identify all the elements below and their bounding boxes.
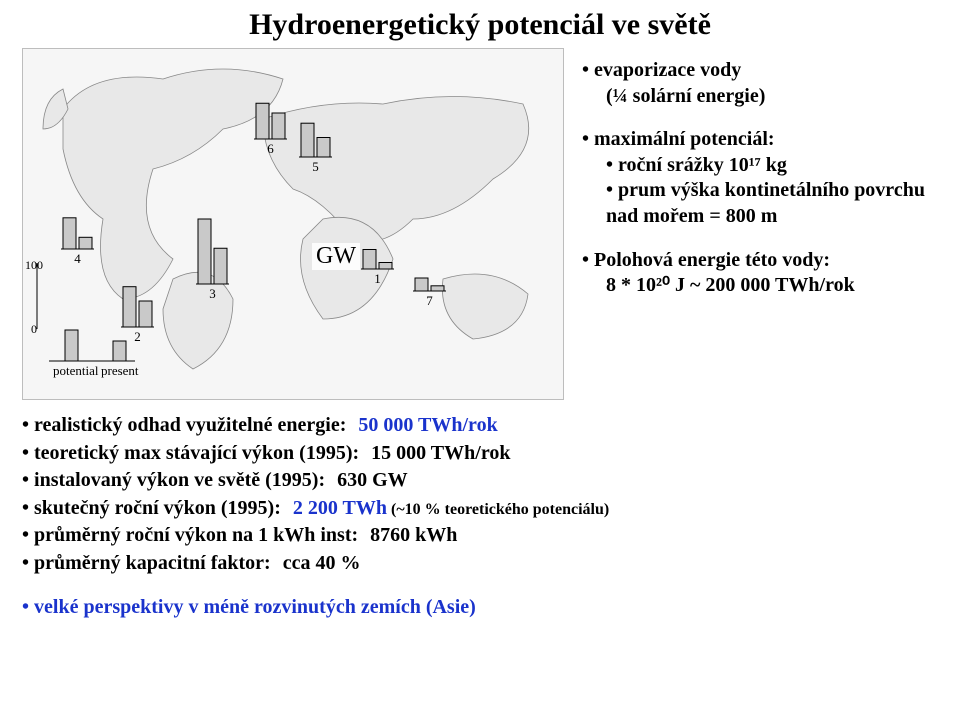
- svg-text:4: 4: [74, 251, 81, 266]
- svg-text:1: 1: [374, 271, 381, 286]
- svg-text:2: 2: [134, 329, 141, 344]
- yaxis-bot: 0: [31, 322, 37, 336]
- map-svg: 1 2 3 4 5 6 7 100 0 potential present: [23, 49, 563, 399]
- rhs-line: • Polohová energie této vody:: [582, 248, 952, 274]
- world-map-chart: 1 2 3 4 5 6 7 100 0 potential present: [22, 48, 564, 400]
- continents: [43, 69, 529, 369]
- rhs-line: • maximální potenciál:: [582, 127, 952, 153]
- bullet-row: průměrný kapacitní faktor: cca 40 %: [22, 550, 938, 578]
- bullet-value: 50 000 TWh/rok: [358, 412, 497, 440]
- legend-potential-label: potential: [53, 363, 99, 378]
- figure-area: 1234567 100 0 potential present GW • eva…: [22, 48, 938, 398]
- legend-present-label: present: [101, 363, 139, 378]
- y-axis: 100 0: [25, 258, 43, 336]
- bullet-detail: (~10 % teoretického potenciálu): [387, 501, 609, 518]
- rhs-line: • evaporizace vody: [582, 58, 952, 84]
- bullet-label: průměrný kapacitní faktor:: [22, 550, 271, 578]
- page-title: Hydroenergetický potenciál ve světě: [22, 8, 938, 42]
- legend: potential present: [53, 363, 139, 378]
- bullet-label: skutečný roční výkon (1995):: [22, 495, 281, 523]
- bullet-value: 15 000 TWh/rok: [371, 440, 510, 468]
- bullet-value: 630 GW: [337, 467, 408, 495]
- bullet-row: teoretický max stávající výkon (1995): 15…: [22, 440, 938, 468]
- right-text: • evaporizace vody (¼ solární energie) •…: [582, 58, 952, 299]
- gw-label: GW: [312, 243, 360, 270]
- bullet-label: průměrný roční výkon na 1 kWh inst:: [22, 522, 358, 550]
- bullet-row: průměrný roční výkon na 1 kWh inst: 8760 …: [22, 522, 938, 550]
- svg-text:7: 7: [426, 293, 433, 308]
- rhs-line: • prum výška kontinetálního povrchu nad …: [606, 178, 952, 229]
- final-line: velké perspektivy v méně rozvinutých zem…: [22, 596, 938, 619]
- bullet-label: teoretický max stávající výkon (1995):: [22, 440, 359, 468]
- bullet-label: instalovaný výkon ve světě (1995):: [22, 467, 325, 495]
- bullet-value: 8760 kWh: [370, 522, 457, 550]
- bullet-row: realistický odhad využitelné energie: 50 …: [22, 412, 938, 440]
- bullet-value: cca 40 %: [283, 550, 361, 578]
- bullet-row: instalovaný výkon ve světě (1995): 630 GW: [22, 467, 938, 495]
- rhs-line: (¼ solární energie): [606, 84, 952, 110]
- svg-text:5: 5: [312, 159, 319, 174]
- svg-text:6: 6: [267, 141, 274, 156]
- rhs-line: • roční srážky 10¹⁷ kg: [606, 153, 952, 179]
- rhs-line: 8 * 10²⁰ J ~ 200 000 TWh/rok: [606, 273, 952, 299]
- data-bullets: realistický odhad využitelné energie: 50 …: [22, 412, 938, 578]
- svg-text:3: 3: [209, 286, 216, 301]
- bullet-value: 2 200 TWh (~10 % teoretického potenciálu…: [293, 495, 609, 523]
- bullet-label: realistický odhad využitelné energie:: [22, 412, 346, 440]
- yaxis-top: 100: [25, 258, 43, 272]
- bullet-row: skutečný roční výkon (1995): 2 200 TWh (~…: [22, 495, 938, 523]
